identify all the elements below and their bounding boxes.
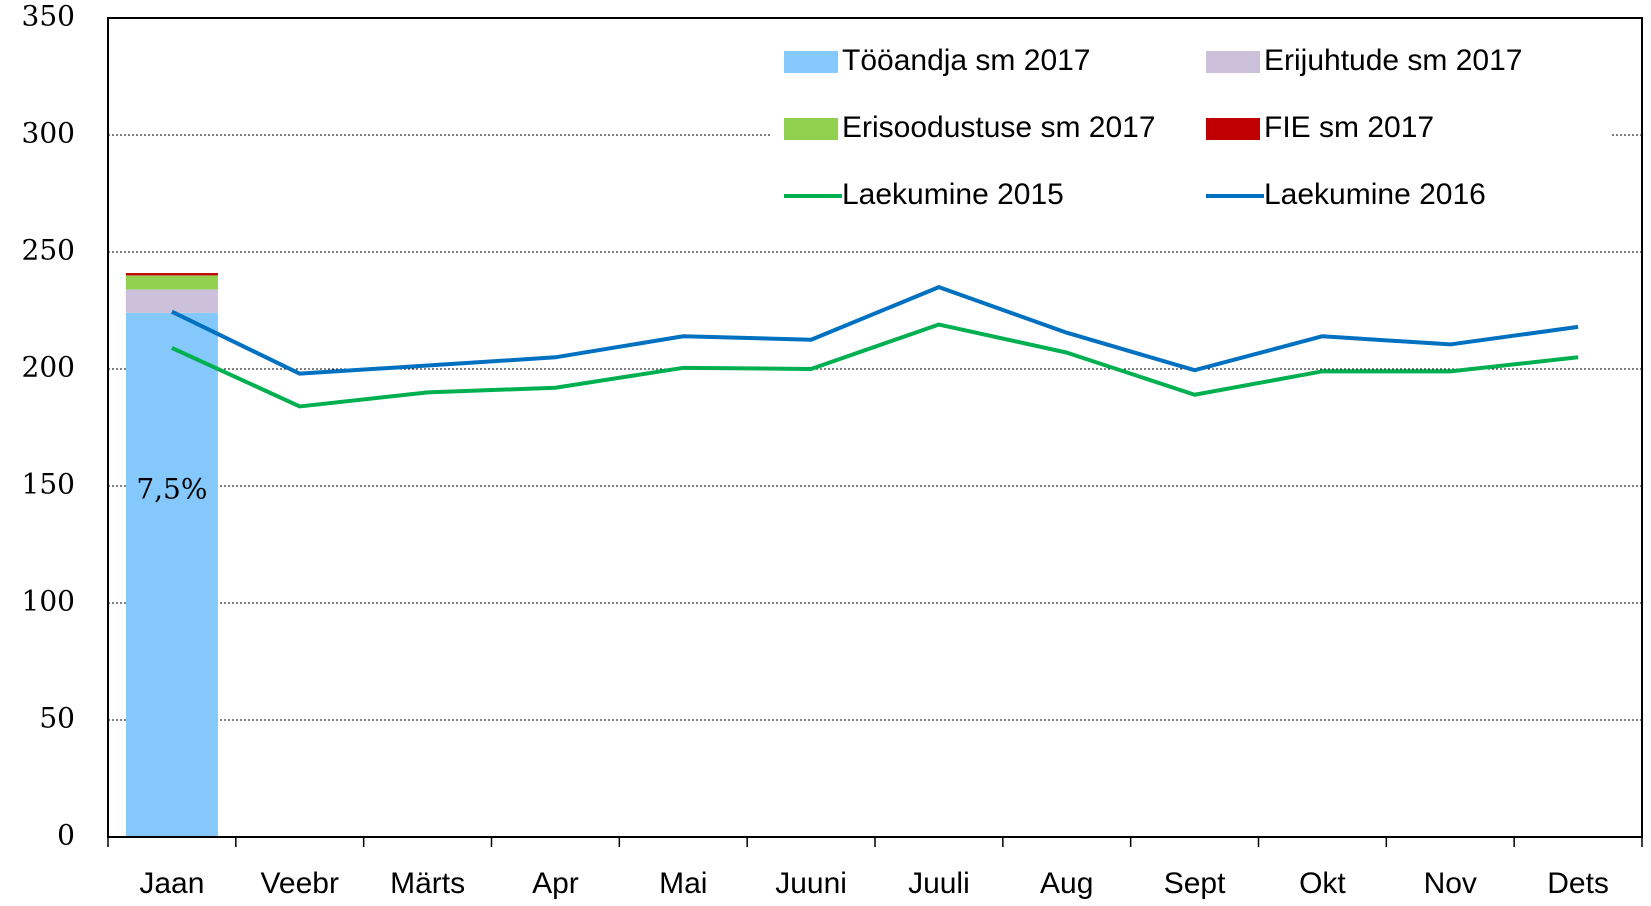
y-tick-label: 50 bbox=[39, 702, 75, 735]
legend-label: Erisoodustuse sm 2017 bbox=[842, 111, 1156, 144]
plot-frame bbox=[107, 17, 1643, 838]
x-tick-label: Apr bbox=[532, 867, 579, 900]
legend-label: Laekumine 2016 bbox=[1264, 178, 1486, 211]
bar-segment bbox=[125, 312, 218, 838]
x-tick-label: Jaan bbox=[139, 867, 204, 900]
x-tick-label: Sept bbox=[1164, 867, 1226, 900]
legend-label: FIE sm 2017 bbox=[1264, 111, 1434, 144]
bar-segment bbox=[125, 275, 218, 290]
x-tick-label: Veebr bbox=[261, 867, 339, 900]
legend-swatch bbox=[1206, 118, 1260, 140]
legend-label: Tööandja sm 2017 bbox=[842, 44, 1091, 77]
line bbox=[171, 322, 1579, 409]
y-tick-label: 200 bbox=[22, 351, 75, 384]
bar-segment bbox=[125, 289, 218, 313]
x-tick-label: Juuni bbox=[775, 867, 847, 900]
y-tick-label: 150 bbox=[22, 468, 75, 501]
x-tick-label: Mai bbox=[659, 867, 707, 900]
legend-swatch bbox=[1206, 51, 1260, 73]
y-tick-label: 100 bbox=[22, 585, 75, 618]
x-tick-label: Okt bbox=[1299, 867, 1346, 900]
y-tick-label: 350 bbox=[22, 0, 75, 33]
y-tick-label: 300 bbox=[22, 117, 75, 150]
x-tick-label: Dets bbox=[1547, 867, 1609, 900]
annotation: 7,5% bbox=[136, 473, 207, 506]
bar-segment bbox=[125, 273, 218, 276]
legend-background bbox=[772, 36, 1612, 226]
x-tick-label: Juuli bbox=[908, 867, 970, 900]
legend-label: Erijuhtude sm 2017 bbox=[1264, 44, 1523, 77]
legend-label: Laekumine 2015 bbox=[842, 178, 1064, 211]
x-tick-label: Märts bbox=[390, 867, 465, 900]
legend-swatch bbox=[784, 51, 838, 73]
y-tick-label: 0 bbox=[57, 819, 75, 852]
line bbox=[171, 285, 1579, 376]
y-tick-label: 250 bbox=[22, 234, 75, 267]
x-tick-label: Aug bbox=[1040, 867, 1093, 900]
legend-swatch bbox=[784, 118, 838, 140]
x-tick-label: Nov bbox=[1424, 867, 1477, 900]
